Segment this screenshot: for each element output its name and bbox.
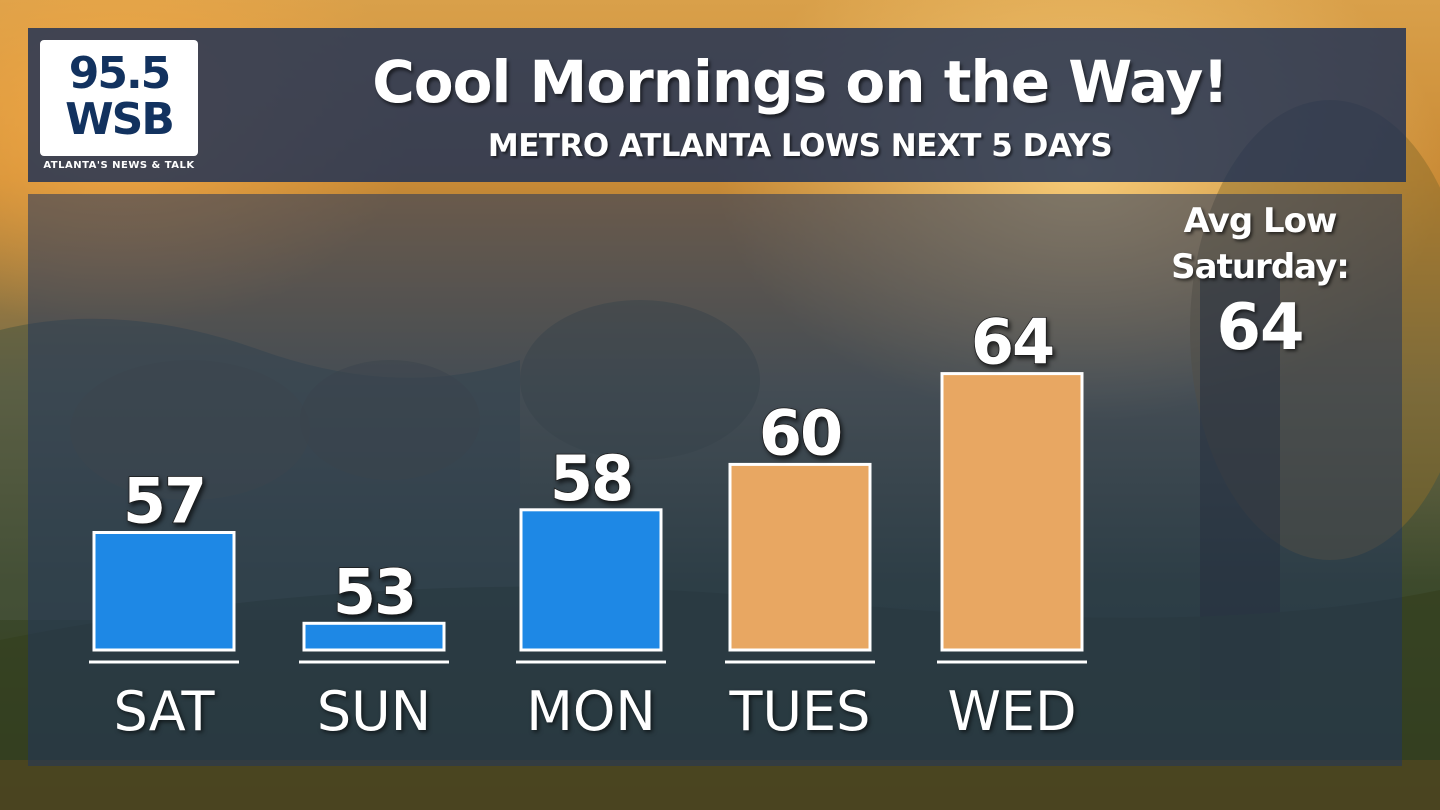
bar-mon	[519, 508, 663, 652]
category-label-wed: WED	[947, 680, 1076, 743]
category-label-sun: SUN	[317, 680, 431, 743]
header-banner	[28, 28, 1406, 182]
data-label-sat: 57	[123, 465, 205, 538]
data-label-mon: 58	[550, 442, 632, 515]
average-value: 64	[1216, 291, 1304, 365]
category-label-sat: SAT	[113, 680, 215, 743]
chart-title: Cool Mornings on the Way!	[372, 48, 1229, 116]
logo-box	[40, 40, 198, 156]
category-label-tues: TUES	[729, 680, 871, 743]
average-label-line2: Saturday:	[1171, 247, 1350, 287]
bar-sat	[92, 531, 236, 652]
bar-sun	[302, 621, 446, 652]
logo-tagline: ATLANTA'S NEWS & TALK	[43, 160, 195, 171]
average-low-box: Avg Low Saturday: 64	[1160, 198, 1360, 366]
station-logo: 95.5 WSB ATLANTA'S NEWS & TALK	[40, 40, 198, 171]
bar-wed	[940, 372, 1084, 652]
average-label-line1: Avg Low	[1183, 201, 1338, 241]
chart-subtitle: METRO ATLANTA LOWS NEXT 5 DAYS	[487, 128, 1113, 164]
data-label-tues: 60	[759, 396, 841, 469]
category-label-mon: MON	[526, 680, 656, 743]
data-label-sun: 53	[333, 555, 415, 628]
chart-panel	[28, 194, 1402, 766]
logo-callsign: WSB	[65, 94, 175, 145]
data-label-wed: 64	[971, 306, 1053, 379]
logo-frequency: 95.5	[68, 48, 172, 99]
bar-tues	[728, 462, 872, 652]
